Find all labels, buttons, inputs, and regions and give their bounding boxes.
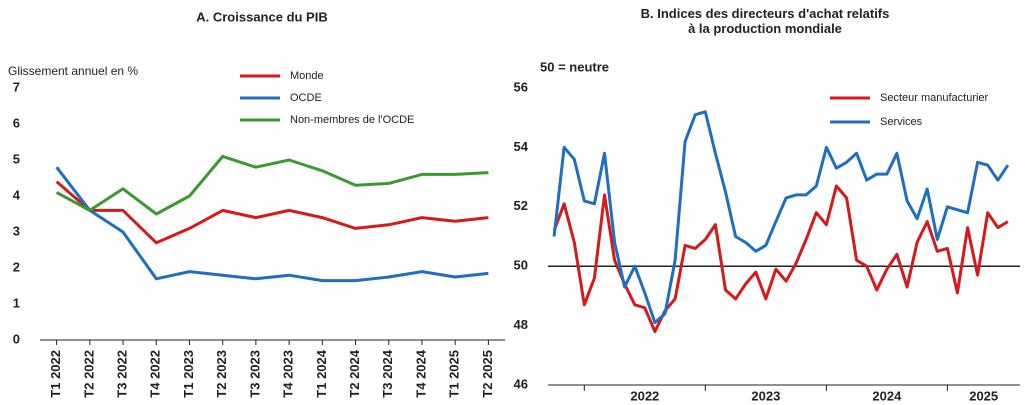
x-tick-label: T3 2023 [247, 350, 262, 398]
legend-label: Monde [290, 70, 324, 82]
chart-title: B. Indices des directeurs d'achat relati… [640, 6, 890, 36]
x-tick-label: T1 2023 [181, 350, 196, 398]
series-line [55, 154, 489, 216]
y-tick-label: 48 [514, 317, 528, 332]
series-line [55, 180, 489, 245]
legend-label: Non-membres de l'OCDE [290, 114, 414, 126]
y-axis-label: Glissement annuel en % [8, 64, 138, 78]
x-tick-label: T2 2025 [480, 350, 495, 398]
x-tick-label: T2 2024 [347, 349, 362, 397]
x-tick-label: T4 2024 [413, 349, 428, 397]
x-tick-label: 2024 [872, 388, 902, 403]
y-tick-label: 4 [13, 187, 21, 202]
y-tick-label: 6 [13, 115, 20, 130]
title-box: B. Indices des directeurs d'achat relati… [640, 6, 890, 36]
series-line [552, 110, 1010, 325]
x-tick-label: T4 2022 [148, 350, 163, 398]
y-tick-label: 50 [514, 258, 528, 273]
x-tick-label: T3 2024 [380, 349, 395, 397]
y-tick-label: 3 [13, 223, 20, 238]
y-tick-label: 2 [13, 259, 20, 274]
x-tick-label: T1 2022 [48, 350, 63, 398]
series-line [55, 166, 489, 283]
y-tick-label: 52 [514, 198, 528, 213]
y-tick-label: 1 [13, 295, 20, 310]
x-tick-label: 2025 [969, 388, 998, 403]
x-tick-label: T4 2023 [281, 350, 296, 398]
y-tick-label: 46 [514, 376, 528, 391]
legend-label: Services [880, 116, 923, 128]
x-tick-label: T2 2022 [81, 350, 96, 398]
y-tick-label: 7 [13, 79, 20, 94]
x-tick-label: T2 2023 [214, 350, 229, 398]
x-tick-label: T1 2024 [314, 349, 329, 397]
y-tick-label: 56 [514, 79, 528, 94]
legend-label: OCDE [290, 92, 322, 104]
annotation: 50 = neutre [540, 59, 609, 74]
y-tick-label: 5 [13, 151, 20, 166]
chart-title: A. Croissance du PIB [196, 9, 327, 24]
legend-label: Secteur manufacturier [880, 92, 989, 104]
series-line [552, 184, 1009, 333]
x-tick-label: T3 2022 [114, 350, 129, 398]
x-tick-label: 2022 [630, 388, 659, 403]
y-tick-label: 0 [13, 331, 20, 346]
y-tick-label: 54 [514, 139, 529, 154]
x-tick-label: 2023 [751, 388, 780, 403]
x-tick-label: T1 2025 [447, 350, 462, 398]
